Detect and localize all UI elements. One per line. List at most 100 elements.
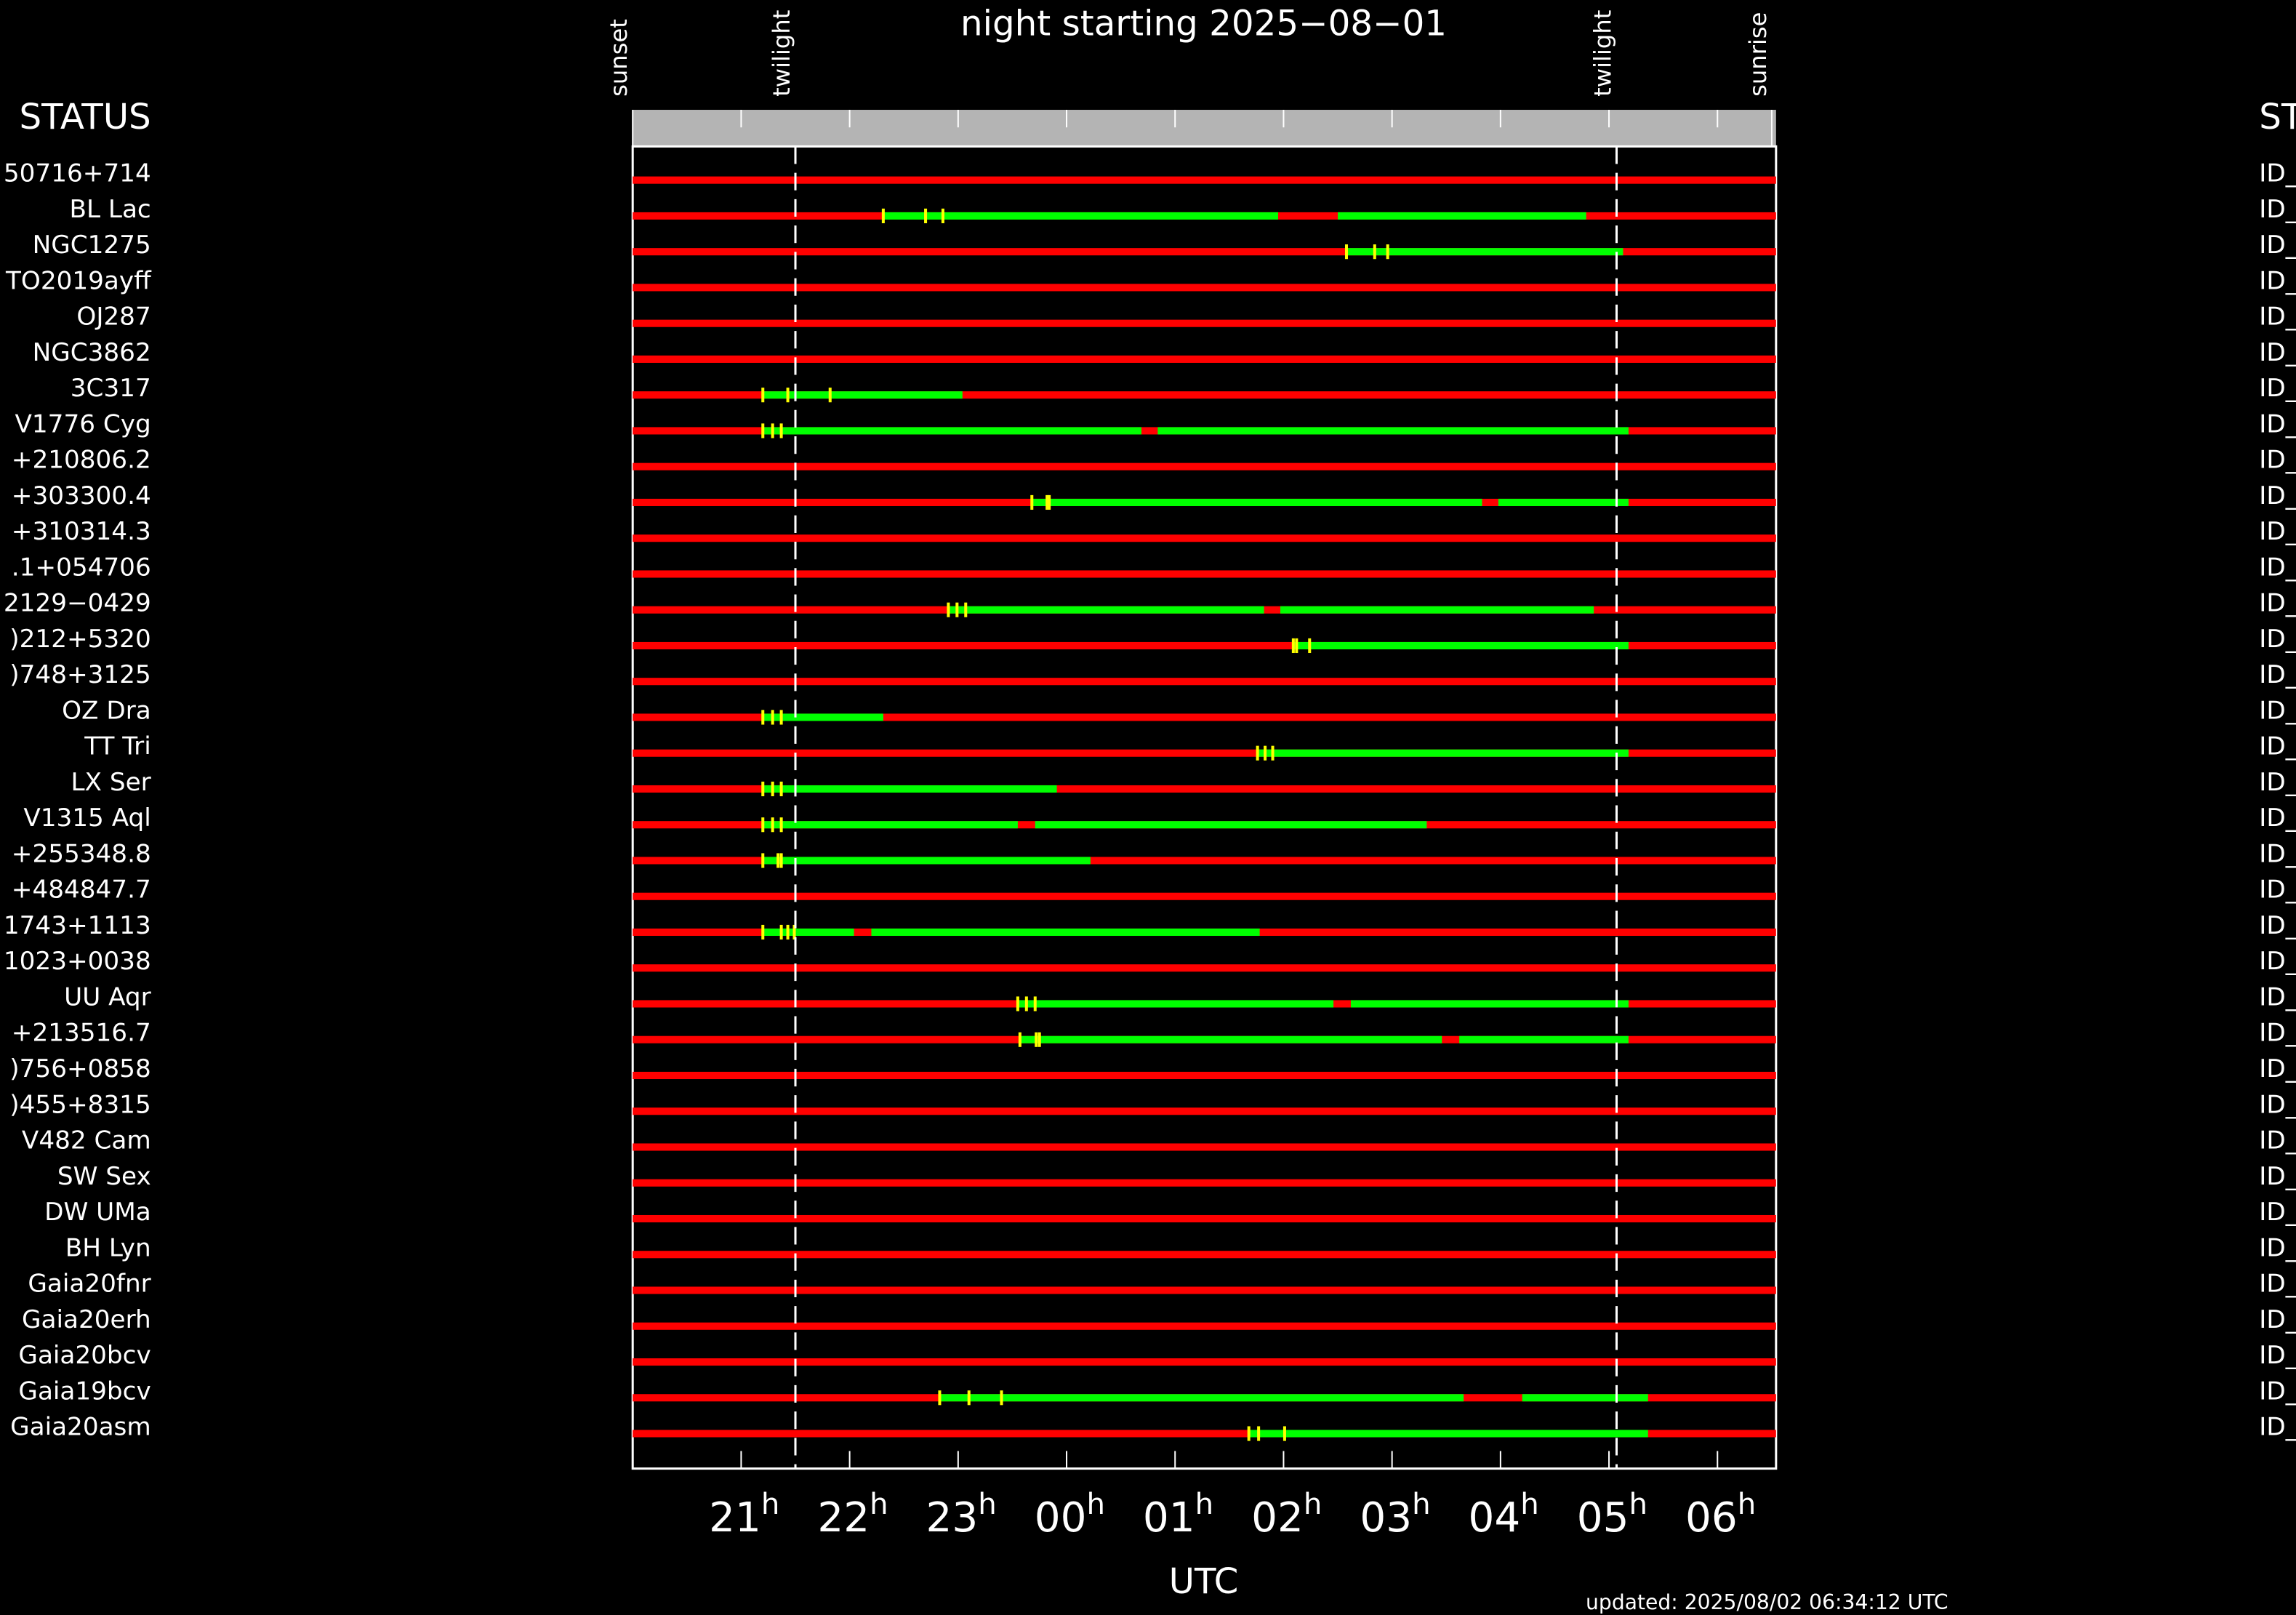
row-status: ID_ [2259,1376,2296,1406]
x-tick-label-main: 05 [1577,1494,1629,1542]
marker [779,781,783,797]
row-name: )756+0858 [9,1054,150,1083]
row-name: +303300.4 [12,481,151,510]
row-bar [633,534,1776,542]
row-status: ID_ [2259,1198,2296,1227]
marker [941,208,944,223]
marker [771,710,774,725]
row-status: ID_ [2259,1413,2296,1442]
x-tick-label-main: 00 [1035,1494,1087,1542]
marker [761,388,765,403]
row-status: ID_ [2259,374,2296,403]
observable-window [763,391,963,399]
row-name: LX Ser [71,768,152,797]
marker [761,781,765,797]
observable-window [763,928,854,937]
row-status: ID_ [2259,159,2296,188]
observable-window [1346,248,1623,256]
marker [761,423,765,438]
event-label: twilight [1589,10,1616,97]
row-name: 3C317 [71,374,151,403]
row-name: Gaia20erh [22,1305,151,1334]
row-name: +255348.8 [12,839,151,868]
marker [1016,996,1019,1011]
x-tick-label-unit: h [1304,1488,1322,1521]
marker [1344,244,1348,260]
marker [1037,1032,1041,1047]
row-status: ID_ [2259,839,2296,868]
row-name: )212+5320 [9,625,150,654]
marker [771,423,774,438]
x-tick-label-unit: h [761,1488,780,1521]
x-tick-label: 01h [1143,1488,1213,1542]
observable-window [763,857,1091,865]
x-tick-label-unit: h [870,1488,888,1521]
marker [1373,244,1376,260]
row-bar [633,678,1776,686]
row-status: ID_ [2259,804,2296,833]
row-status: ID_ [2259,1126,2296,1155]
x-tick-label-main: 06 [1685,1494,1738,1542]
row-status: ID_ [2259,1090,2296,1119]
row-bar [633,1214,1776,1223]
marker [1283,1426,1286,1441]
row-bar [633,1179,1776,1187]
row-name: 2129−0429 [4,589,151,618]
row-status: ID_ [2259,409,2296,438]
x-tick-label-unit: h [1520,1488,1539,1521]
row-status: ID_ [2259,1054,2296,1083]
row-bar [633,785,1776,793]
row-name: 1023+0038 [4,947,151,976]
row-bar [633,284,1776,292]
observable-window [1338,212,1586,220]
marker [947,602,950,617]
marker [779,423,783,438]
x-tick-label: 21h [709,1488,779,1542]
x-tick-label-main: 22 [817,1494,870,1542]
marker [792,924,796,940]
row-bar [633,964,1776,972]
row-name: +213516.7 [12,1019,151,1048]
marker [828,388,832,403]
marker [786,388,790,403]
marker [1018,1032,1021,1047]
observable-window [1035,821,1427,829]
row-status: ID_ [2259,768,2296,797]
x-tick-label-main: 04 [1469,1494,1521,1542]
observable-window [1459,1035,1629,1043]
marker [964,602,968,617]
status-heading: STATUS [19,97,150,137]
row-status: ID_ [2259,266,2296,295]
plot-frame [631,145,1778,1470]
row-status: ID_ [2259,1341,2296,1370]
marker [924,208,928,223]
x-tick-label: 23h [926,1488,997,1542]
marker [881,208,885,223]
x-tick-label-unit: h [1195,1488,1214,1521]
row-name: SW Sex [57,1162,151,1191]
row-name: NGC1275 [33,231,151,260]
marker [1386,244,1389,260]
row-status: ID_ [2259,911,2296,940]
row-bar [633,1286,1776,1294]
marker [967,1390,971,1406]
marker [1045,494,1049,510]
row-bar [633,391,1776,399]
x-tick-label-unit: h [1412,1488,1431,1521]
marker [1024,996,1028,1011]
marker [771,817,774,833]
marker [938,1390,942,1406]
event-label: sunset [605,19,633,97]
row-status: ID_ [2259,696,2296,725]
x-tick-label-main: 01 [1143,1494,1195,1542]
observable-window [763,713,883,721]
row-name: V1315 Aql [23,804,150,833]
marker [1291,638,1295,654]
observable-window [1522,1394,1648,1402]
x-tick-label-unit: h [1738,1488,1757,1521]
observable-window [763,821,1018,829]
x-tick-label-unit: h [978,1488,997,1521]
row-bar [633,319,1776,327]
marker [1030,494,1034,510]
updated-note: updated: 2025/08/02 06:34:12 UTC [1586,1590,1948,1614]
